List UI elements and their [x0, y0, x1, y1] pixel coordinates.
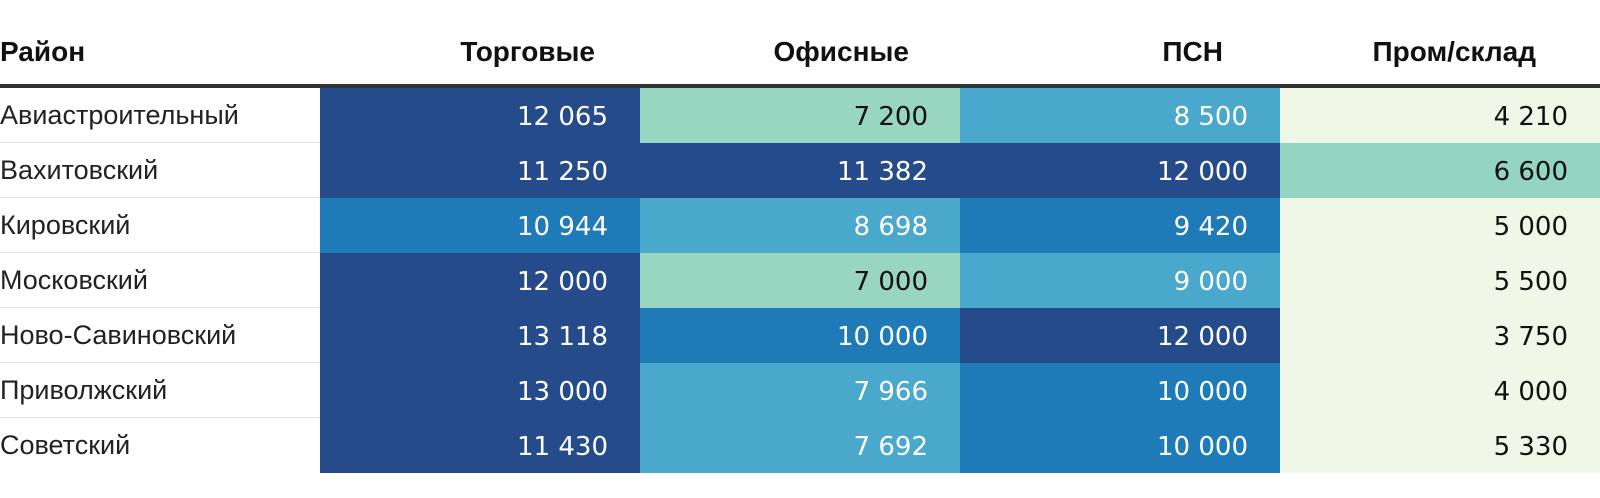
heatmap-cell: 3 750: [1280, 308, 1600, 363]
table-row: Кировский 10 944 8 698 9 420 5 000: [0, 198, 1600, 253]
row-label: Авиастроительный: [0, 100, 239, 130]
heatmap-cell: 12 000: [960, 143, 1280, 198]
heatmap-cell: 10 000: [960, 363, 1280, 418]
header-office: Офисные: [773, 36, 909, 67]
heatmap-cell: 7 200: [640, 88, 960, 143]
header-retail: Торговые: [460, 36, 595, 67]
table-row: Советский 11 430 7 692 10 000 5 330: [0, 418, 1600, 473]
heatmap-cell: 10 000: [960, 418, 1280, 473]
heatmap-cell: 11 382: [640, 143, 960, 198]
heatmap-cell: 9 000: [960, 253, 1280, 308]
heatmap-cell: 13 000: [320, 363, 640, 418]
heatmap-cell: 11 250: [320, 143, 640, 198]
heatmap-cell: 4 000: [1280, 363, 1600, 418]
heatmap-cell: 11 430: [320, 418, 640, 473]
heatmap-cell: 8 698: [640, 198, 960, 253]
table-row: Приволжский 13 000 7 966 10 000 4 000: [0, 363, 1600, 418]
heatmap-cell: 10 944: [320, 198, 640, 253]
heatmap-cell: 12 065: [320, 88, 640, 143]
row-label: Советский: [0, 430, 131, 460]
table-row: Вахитовский 11 250 11 382 12 000 6 600: [0, 143, 1600, 198]
heatmap-cell: 8 500: [960, 88, 1280, 143]
heatmap-cell: 5 500: [1280, 253, 1600, 308]
header-industrial: Пром/склад: [1372, 36, 1536, 67]
heatmap-cell: 4 210: [1280, 88, 1600, 143]
heatmap-cell: 5 000: [1280, 198, 1600, 253]
heatmap-cell: 12 000: [960, 308, 1280, 363]
row-label: Ново-Савиновский: [0, 320, 237, 350]
row-label: Вахитовский: [0, 155, 159, 185]
table-row: Московский 12 000 7 000 9 000 5 500: [0, 253, 1600, 308]
heatmap-cell: 7 966: [640, 363, 960, 418]
heatmap-cell: 5 330: [1280, 418, 1600, 473]
header-district: Район: [0, 36, 86, 67]
row-label: Кировский: [0, 210, 131, 240]
heatmap-cell: 7 000: [640, 253, 960, 308]
heatmap-cell: 9 420: [960, 198, 1280, 253]
heatmap-cell: 13 118: [320, 308, 640, 363]
row-label: Приволжский: [0, 375, 168, 405]
heatmap-cell: 6 600: [1280, 143, 1600, 198]
table-body: Авиастроительный 12 065 7 200 8 500 4 210 Вах…: [0, 88, 1600, 473]
row-label: Московский: [0, 265, 148, 295]
table-row: Ново-Савиновский 13 118 10 000 12 000 3 750: [0, 308, 1600, 363]
table-header: Район Торговые Офисные ПСН Пром/склад: [0, 0, 1600, 88]
heatmap-cell: 10 000: [640, 308, 960, 363]
heatmap-table: Район Торговые Офисные ПСН Пром/склад Ав…: [0, 0, 1600, 473]
header-psn: ПСН: [1162, 36, 1223, 67]
table-row: Авиастроительный 12 065 7 200 8 500 4 210: [0, 88, 1600, 143]
heatmap-cell: 7 692: [640, 418, 960, 473]
heatmap-cell: 12 000: [320, 253, 640, 308]
